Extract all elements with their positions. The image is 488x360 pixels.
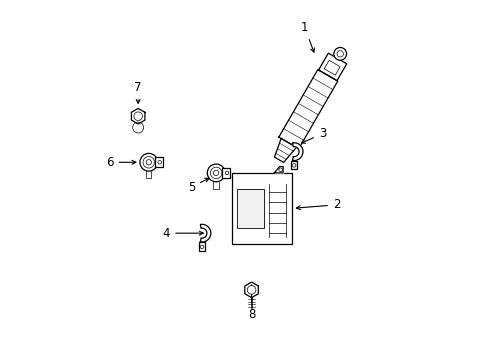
Polygon shape	[200, 224, 210, 242]
Bar	[155, 157, 163, 167]
Circle shape	[278, 168, 282, 171]
Circle shape	[207, 164, 224, 182]
Circle shape	[140, 153, 157, 171]
Text: 6: 6	[106, 156, 136, 169]
Circle shape	[336, 51, 343, 57]
Polygon shape	[274, 139, 296, 162]
Polygon shape	[318, 53, 346, 81]
Circle shape	[333, 48, 346, 60]
Circle shape	[200, 245, 203, 249]
Circle shape	[210, 167, 222, 179]
Bar	[222, 168, 230, 178]
Circle shape	[247, 285, 255, 294]
Circle shape	[132, 122, 143, 133]
Text: 3: 3	[301, 127, 325, 143]
Polygon shape	[131, 108, 144, 124]
Text: 4: 4	[163, 227, 203, 240]
Circle shape	[292, 163, 295, 167]
Text: 1: 1	[301, 21, 314, 52]
Text: 2: 2	[296, 198, 340, 211]
Bar	[291, 161, 296, 169]
Circle shape	[158, 161, 161, 164]
Text: 8: 8	[247, 285, 255, 321]
Bar	[232, 173, 292, 244]
Polygon shape	[244, 282, 258, 298]
Polygon shape	[292, 143, 303, 161]
Circle shape	[134, 112, 142, 121]
Bar	[236, 189, 264, 228]
Polygon shape	[278, 69, 337, 149]
Circle shape	[143, 157, 154, 168]
Text: 7: 7	[134, 81, 142, 103]
Circle shape	[213, 170, 218, 176]
Text: 5: 5	[187, 178, 208, 194]
Circle shape	[146, 159, 151, 165]
Polygon shape	[274, 167, 283, 173]
Circle shape	[225, 171, 228, 175]
Bar	[199, 242, 204, 251]
